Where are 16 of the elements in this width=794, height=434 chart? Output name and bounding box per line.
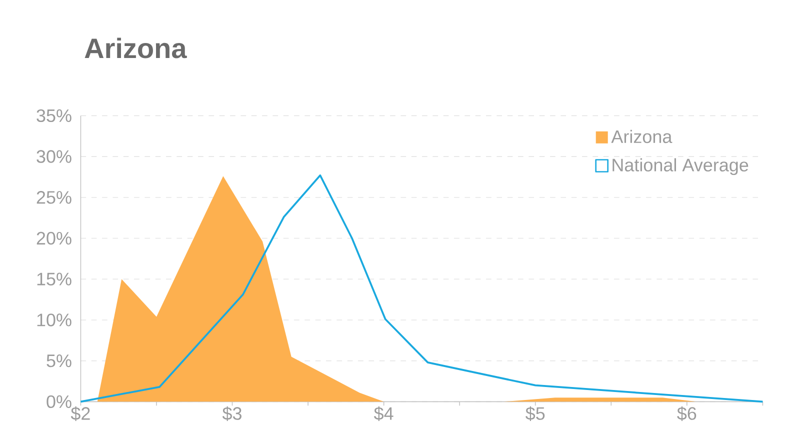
legend-label: National Average [612, 158, 748, 176]
x-tick-label: $5 [526, 406, 545, 421]
y-tick-label: 15% [37, 272, 72, 286]
x-tick-label: $3 [222, 406, 242, 421]
x-tick-label: $6 [677, 406, 696, 421]
y-tick-label: 30% [36, 150, 72, 163]
y-tick-label: 20% [36, 232, 72, 245]
y-tick-label: 5% [46, 354, 72, 368]
y-tick-label: 0% [46, 395, 72, 408]
y-tick-label: 10% [37, 314, 72, 326]
legend-label: Arizona [611, 130, 672, 144]
y-tick-label: 25% [36, 191, 72, 204]
x-tick-label: $2 [70, 406, 90, 421]
chart-title: Arizona [84, 38, 187, 58]
x-tick-label: $4 [374, 406, 394, 421]
y-tick-label: 35% [36, 109, 72, 122]
